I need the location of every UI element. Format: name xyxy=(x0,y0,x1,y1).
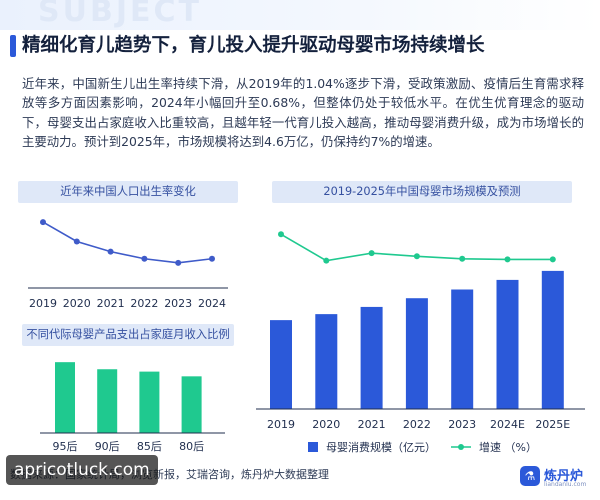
site-watermark: apricotluck.com xyxy=(6,455,158,485)
birth-rate-x-tick-2020: 2020 xyxy=(63,297,91,310)
spending-ratio-x-tick-80后: 80后 xyxy=(179,440,204,453)
growth-rate-point-2021 xyxy=(368,250,375,257)
spending-ratio-bar-95后 xyxy=(55,362,75,433)
market-size-x-tick-2021: 2021 xyxy=(358,418,386,431)
market-size-x-tick-2022: 2022 xyxy=(403,418,431,431)
header-band xyxy=(0,0,600,30)
brand-logo-url: liandanlu.com xyxy=(544,481,587,488)
spending-ratio-bar-chart: 95后 90后 85后 80后 xyxy=(40,362,225,453)
spending-ratio-bar-85后 xyxy=(139,371,160,433)
market-size-bar-2021 xyxy=(360,306,383,409)
title-accent-bar xyxy=(10,35,16,57)
growth-rate-point-2022 xyxy=(413,253,420,260)
market-size-chart-title: 2019-2025年中国母婴市场规模及预测 xyxy=(272,181,572,203)
birth-rate-point-2019 xyxy=(40,219,46,226)
market-size-x-tick-2019: 2019 xyxy=(267,418,295,431)
growth-rate-point-2023 xyxy=(459,255,466,262)
flask-logo-icon: ⚗ xyxy=(520,466,540,486)
legend-swatch-growth-dot xyxy=(458,444,464,450)
birth-rate-chart-title: 近年来中国人口出生率变化 xyxy=(18,181,238,203)
spending-ratio-x-tick-95后: 95后 xyxy=(53,440,78,453)
market-size-x-tick-2025E: 2025E xyxy=(535,418,570,431)
growth-rate-point-2019 xyxy=(278,231,284,238)
spending-ratio-bar-80后 xyxy=(181,376,202,433)
spending-ratio-x-tick-85后: 85后 xyxy=(137,440,162,453)
body-paragraph: 近年来，中国新生儿出生率持续下滑，从2019年的1.04%逐步下滑，受政策激励、… xyxy=(22,76,584,150)
growth-rate-point-2020 xyxy=(323,257,330,264)
header-background-word: SUBJECT xyxy=(38,0,202,29)
market-size-bar-2023 xyxy=(451,289,474,409)
growth-rate-point-2024E xyxy=(504,256,511,263)
birth-rate-line-chart: 2019 2020 2021 2022 2023 2024 xyxy=(28,219,228,310)
birth-rate-x-tick-2024: 2024 xyxy=(198,297,226,310)
birth-rate-x-tick-2019: 2019 xyxy=(29,297,57,310)
growth-rate-point-2025E xyxy=(549,256,556,263)
market-size-x-tick-2023: 2023 xyxy=(448,418,476,431)
spending-ratio-chart-title: 不同代际母婴产品支出占家庭月收入比例 xyxy=(22,324,234,346)
legend-label-market-size: 母婴消费规模（亿元） xyxy=(326,440,436,454)
spending-ratio-bar-90后 xyxy=(97,369,118,433)
legend-label-growth-rate: 增速 （%） xyxy=(479,440,537,454)
market-size-bar-2019 xyxy=(270,320,292,409)
market-size-bar-2024E xyxy=(496,279,519,409)
market-size-x-tick-2024E: 2024E xyxy=(490,418,525,431)
brand-logo-name: 炼丹炉 xyxy=(544,469,584,484)
spending-ratio-x-tick-90后: 90后 xyxy=(95,440,120,453)
market-size-bar-2022 xyxy=(405,298,428,409)
birth-rate-x-tick-2022: 2022 xyxy=(130,297,158,310)
birth-rate-point-2021 xyxy=(107,248,114,255)
legend-swatch-market-size xyxy=(308,442,318,452)
page-title: 精细化育儿趋势下，育儿投入提升驱动母婴市场持续增长 xyxy=(22,35,485,56)
birth-rate-point-2020 xyxy=(73,238,80,245)
market-size-x-tick-2020: 2020 xyxy=(312,418,340,431)
birth-rate-point-2023 xyxy=(175,259,182,266)
birth-rate-point-2024 xyxy=(209,255,215,262)
birth-rate-point-2022 xyxy=(141,255,148,262)
birth-rate-x-tick-2023: 2023 xyxy=(164,297,192,310)
market-size-bar-2020 xyxy=(315,314,338,409)
market-size-bar-2025E xyxy=(541,270,564,409)
birth-rate-x-tick-2021: 2021 xyxy=(97,297,125,310)
birth-rate-line xyxy=(42,221,213,264)
market-size-combo-chart: 2019 2020 2021 2022 2023 2024E 2025E 母婴消费规模（亿元）… xyxy=(256,231,585,454)
